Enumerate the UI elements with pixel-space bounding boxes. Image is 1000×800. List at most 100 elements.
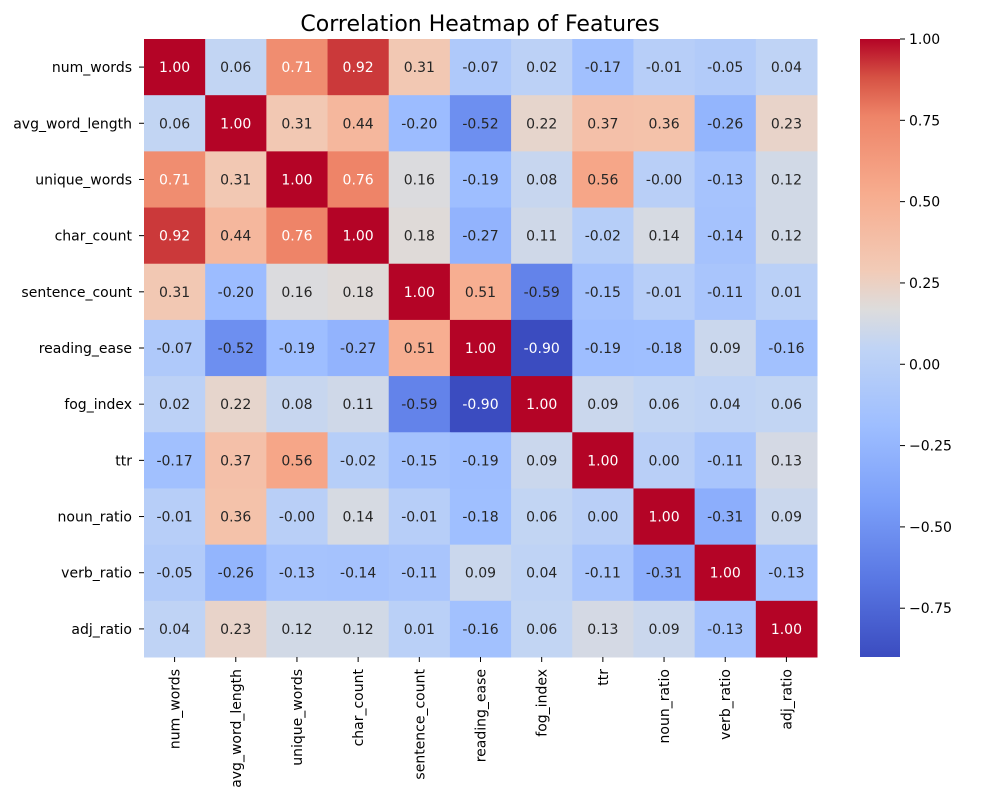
heatmap-cell <box>449 151 512 209</box>
cell-value-label: -0.00 <box>279 510 315 526</box>
heatmap-cell <box>755 319 818 377</box>
heatmap-cell <box>144 600 206 658</box>
heatmap-cell <box>633 600 696 658</box>
cell-value-label: -0.11 <box>585 566 621 582</box>
cell-value-label: 0.09 <box>710 341 741 357</box>
heatmap-cell <box>633 39 696 96</box>
cell-value-label: -0.20 <box>218 285 254 301</box>
cell-value-label: 0.23 <box>220 622 251 638</box>
cell-value-label: -0.19 <box>279 341 315 357</box>
cell-value-label: 0.06 <box>648 397 679 413</box>
cell-value-label: -0.11 <box>707 453 743 469</box>
cell-value-label: 0.02 <box>526 60 557 76</box>
x-tick-label: adj_ratio <box>779 669 795 730</box>
colorbar-tick-label: 0.00 <box>909 357 940 373</box>
y-tick-label: sentence_count <box>21 285 132 301</box>
heatmap-cell <box>205 376 267 433</box>
heatmap-cell <box>449 544 512 602</box>
cell-value-label: 0.06 <box>771 397 802 413</box>
heatmap-cell <box>266 207 329 265</box>
heatmap-cell <box>388 488 451 546</box>
heatmap-cell <box>144 39 206 96</box>
cell-value-label: 0.02 <box>159 397 190 413</box>
heatmap-cell <box>327 95 390 152</box>
cell-value-label: 0.18 <box>404 229 435 245</box>
cell-value-label: 0.37 <box>220 453 251 469</box>
x-tick-label: noun_ratio <box>657 669 673 743</box>
cell-value-label: -0.90 <box>462 397 498 413</box>
heatmap-cell <box>449 600 512 658</box>
heatmap-cell <box>511 544 573 602</box>
x-axis-labels: num_words avg_word_length unique_words char… <box>168 657 795 788</box>
cell-value-label: 0.44 <box>220 229 251 245</box>
heatmap-cell <box>205 151 267 209</box>
cell-value-label: 0.36 <box>648 116 679 132</box>
cell-value-label: -0.26 <box>218 566 254 582</box>
cell-value-label: 0.12 <box>771 229 802 245</box>
cell-value-label: -0.13 <box>707 172 743 188</box>
cell-value-label: 0.22 <box>220 397 251 413</box>
y-tick-label: reading_ease <box>39 341 132 357</box>
cell-value-label: -0.11 <box>707 285 743 301</box>
cell-value-label: -0.27 <box>462 229 498 245</box>
heatmap-cell <box>266 488 329 546</box>
heatmap-cell <box>327 263 390 321</box>
cell-value-label: 0.01 <box>404 622 435 638</box>
cell-value-label: 0.09 <box>771 510 802 526</box>
cell-value-label: 1.00 <box>587 453 618 469</box>
heatmap-cell <box>755 432 818 489</box>
heatmap-cell <box>449 39 512 96</box>
heatmap-cell <box>388 151 451 209</box>
heatmap-cell <box>511 95 573 152</box>
heatmap-cell <box>755 488 818 546</box>
heatmap-cell <box>572 376 634 433</box>
heatmap-cell <box>572 39 634 96</box>
colorbar-tick-label: 0.25 <box>909 276 940 292</box>
cell-value-label: -0.52 <box>218 341 254 357</box>
heatmap-cell <box>266 432 329 489</box>
cell-value-label: -0.18 <box>646 341 682 357</box>
heatmap-cell <box>144 151 206 209</box>
heatmap-cell <box>388 319 451 377</box>
cell-value-label: 0.71 <box>281 60 312 76</box>
y-tick-label: noun_ratio <box>58 510 132 526</box>
cell-value-label: -0.20 <box>401 116 437 132</box>
cell-value-label: 0.06 <box>159 116 190 132</box>
cell-value-label: -0.16 <box>462 622 498 638</box>
cell-value-label: -0.17 <box>156 453 192 469</box>
cell-value-label: 1.00 <box>526 397 557 413</box>
heatmap-cell <box>511 488 573 546</box>
heatmap-cell <box>694 39 757 96</box>
cell-value-label: 0.51 <box>404 341 435 357</box>
heatmap-cell <box>266 151 329 209</box>
heatmap-cell <box>694 544 757 602</box>
cell-value-label: 0.56 <box>281 453 312 469</box>
heatmap-cell <box>205 319 267 377</box>
heatmap-cell <box>144 319 206 377</box>
cell-value-label: -0.17 <box>585 60 621 76</box>
heatmap-cell <box>205 95 267 152</box>
heatmap-cell <box>694 207 757 265</box>
cell-value-label: 0.04 <box>159 622 190 638</box>
heatmap-cell <box>388 544 451 602</box>
cell-value-label: -0.27 <box>340 341 376 357</box>
cell-value-label: -0.05 <box>707 60 743 76</box>
cell-value-label: -0.26 <box>707 116 743 132</box>
cell-value-label: 0.18 <box>343 285 374 301</box>
cell-value-label: -0.19 <box>462 453 498 469</box>
cell-value-label: -0.13 <box>707 622 743 638</box>
x-tick-label: char_count <box>351 668 367 746</box>
cell-value-label: 1.00 <box>220 116 251 132</box>
heatmap-cell <box>144 488 206 546</box>
cell-value-label: -0.05 <box>156 566 192 582</box>
x-tick-label: reading_ease <box>474 669 490 762</box>
heatmap-cell <box>572 151 634 209</box>
heatmap-cell <box>511 151 573 209</box>
heatmap-cell <box>388 600 451 658</box>
cell-value-label: -0.01 <box>646 285 682 301</box>
cell-value-label: -0.59 <box>401 397 437 413</box>
heatmap-cell <box>388 207 451 265</box>
cell-value-label: 0.31 <box>404 60 435 76</box>
heatmap-cell <box>755 39 818 96</box>
